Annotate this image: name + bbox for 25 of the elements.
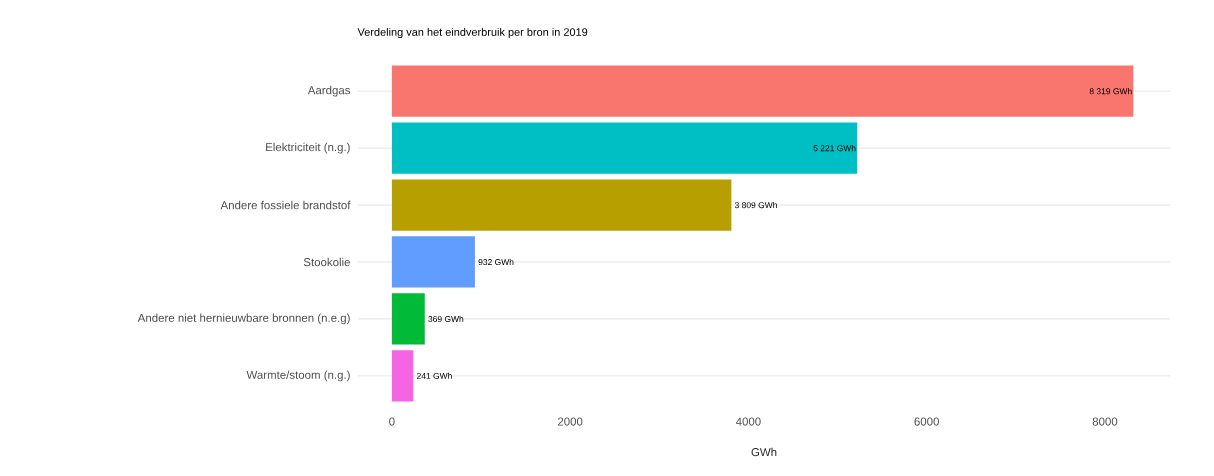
bar <box>391 350 414 402</box>
data-label: 369 GWh <box>428 315 464 323</box>
y-tick-label: Stookolie <box>303 257 350 267</box>
x-tick-label: 4000 <box>735 417 761 426</box>
data-label: 3 809 GWh <box>734 201 777 209</box>
y-tick-label: Warmte/stoom (n.g.) <box>246 370 350 382</box>
x-axis-title: GWh <box>751 447 777 457</box>
bar <box>391 179 732 231</box>
chart-title: Verdeling van het eindverbruik per bron in 2019 <box>357 27 588 39</box>
x-tick-label: 0 <box>389 417 395 426</box>
bar <box>391 293 425 345</box>
bar <box>391 122 858 174</box>
y-tick-label: Andere fossiele brandstof <box>220 200 351 210</box>
data-label: 8 319 GWh <box>1089 88 1132 95</box>
bar <box>391 65 1134 117</box>
data-label: 241 GWh <box>416 372 452 379</box>
x-tick-label: 2000 <box>557 417 583 426</box>
y-tick-label: Elektriciteit (n.g.) <box>266 142 350 154</box>
y-tick-label: Aardgas <box>307 85 351 97</box>
data-label: 5 221 GWh <box>813 144 856 152</box>
data-label: 932 GWh <box>478 258 514 266</box>
y-tick-label: Andere niet hernieuwbare bronnen (n.e.g) <box>137 313 350 325</box>
x-tick-label: 6000 <box>914 417 939 426</box>
x-tick-label: 8000 <box>1092 417 1118 426</box>
bar <box>391 236 475 288</box>
